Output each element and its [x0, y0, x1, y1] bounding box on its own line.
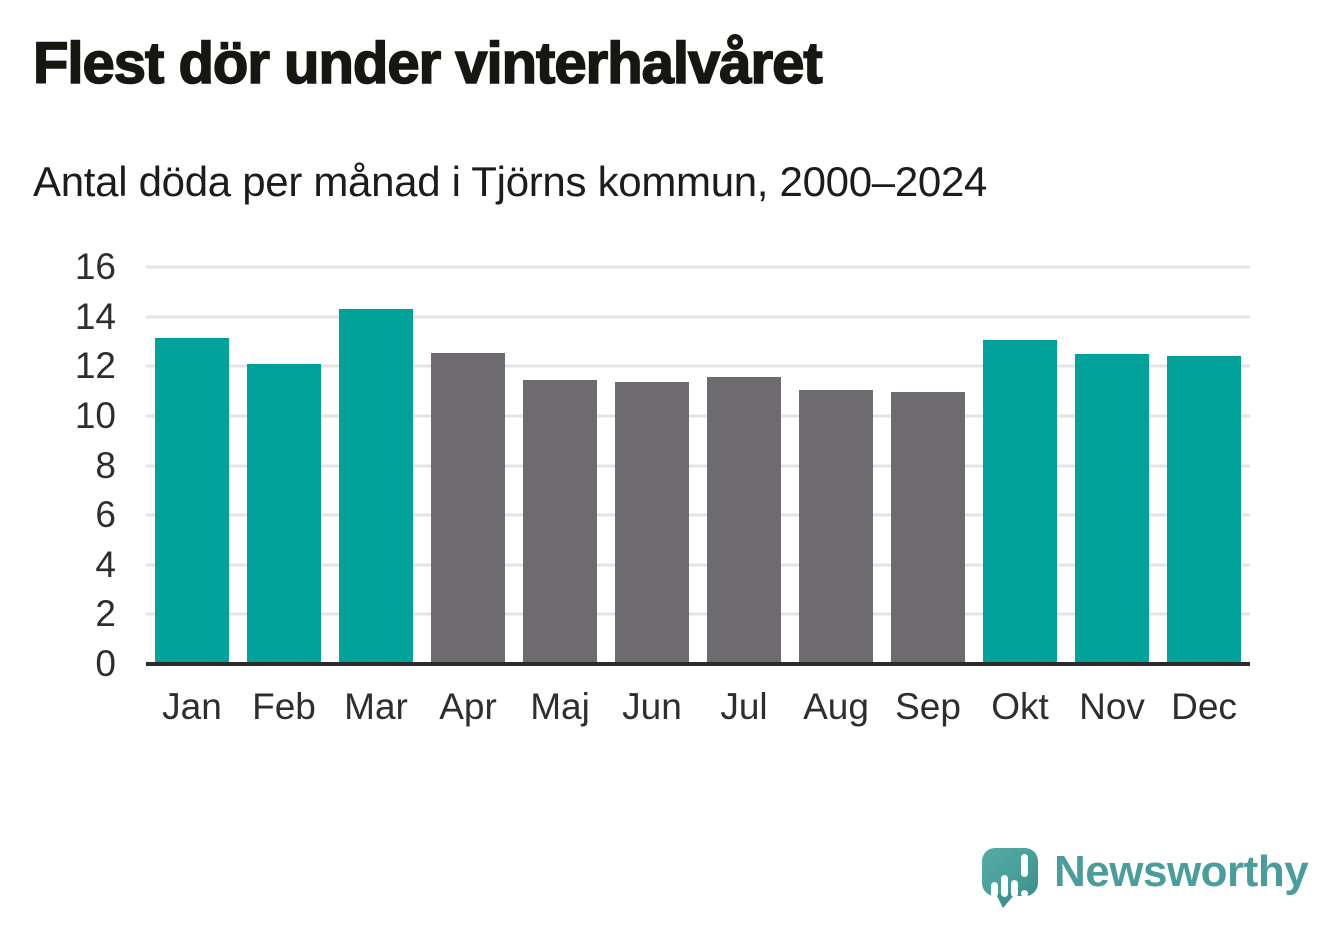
- bar-feb: [247, 363, 321, 664]
- bar-sep: [891, 392, 965, 664]
- x-axis-tick-labels: Jan Feb Mar Apr Maj Jun Jul Aug Sep Okt Nov Dec: [146, 686, 1250, 732]
- gridline-16: [146, 265, 1250, 269]
- gridline-4: [146, 563, 1250, 567]
- y-tick-label-4: 4: [95, 543, 116, 585]
- gridline-12: [146, 364, 1250, 368]
- bar-nov: [1075, 353, 1149, 664]
- x-tick-label-aug: Aug: [803, 686, 869, 727]
- bar-dec: [1167, 356, 1241, 664]
- chart-subtitle: Antal döda per månad i Tjörns kommun, 20…: [33, 158, 988, 205]
- x-tick-label-maj: Maj: [530, 686, 590, 727]
- bar-aug: [799, 389, 873, 664]
- logo-bar-icon: [991, 882, 998, 897]
- bar-jun: [615, 382, 689, 664]
- x-tick-label-sep: Sep: [895, 686, 961, 727]
- bar-apr: [431, 352, 505, 664]
- y-tick-label-8: 8: [95, 444, 116, 486]
- bar-jul: [707, 377, 781, 664]
- x-tick-label-nov: Nov: [1079, 686, 1145, 727]
- bar-jan: [155, 337, 229, 664]
- newsworthy-wordmark: Newsworthy: [1054, 847, 1309, 896]
- x-tick-label-apr: Apr: [439, 686, 497, 727]
- gridline-14: [146, 315, 1250, 319]
- bar-mar: [339, 309, 413, 664]
- x-axis-line: [146, 662, 1250, 666]
- chart-title: Flest dör under vinterhalvåret: [32, 30, 823, 97]
- y-axis-tick-labels: 0 2 4 6 8 10 12 14 16: [0, 246, 116, 684]
- gridline-10: [146, 414, 1250, 418]
- x-tick-label-feb: Feb: [252, 686, 316, 727]
- y-tick-label-6: 6: [95, 494, 116, 536]
- logo-exclamation-dot-icon: [1021, 890, 1028, 897]
- logo-bar-icon: [1011, 880, 1018, 897]
- y-tick-label-0: 0: [95, 643, 116, 684]
- gridline-2: [146, 612, 1250, 616]
- logo-bar-icon: [1001, 875, 1008, 897]
- bar-maj: [523, 379, 597, 664]
- gridline-6: [146, 513, 1250, 517]
- y-tick-label-16: 16: [74, 246, 116, 287]
- x-tick-label-jun: Jun: [622, 686, 682, 727]
- bar-chart-plot-area: [146, 265, 1250, 666]
- logo-exclamation-icon: [1021, 854, 1028, 877]
- x-tick-label-jul: Jul: [720, 686, 768, 727]
- y-tick-label-2: 2: [95, 593, 116, 635]
- x-tick-label-okt: Okt: [991, 686, 1049, 727]
- y-tick-label-12: 12: [74, 345, 116, 387]
- x-tick-label-jan: Jan: [162, 686, 222, 727]
- x-tick-label-mar: Mar: [344, 686, 408, 727]
- newsworthy-logo: Newsworthy: [982, 846, 1309, 908]
- speech-bubble-tail: [996, 894, 1015, 908]
- gridline-8: [146, 464, 1250, 467]
- y-tick-label-10: 10: [74, 394, 116, 436]
- bar-okt: [983, 340, 1057, 664]
- newsworthy-logo-icon: [982, 846, 1038, 908]
- y-tick-label-14: 14: [74, 295, 116, 337]
- x-tick-label-dec: Dec: [1171, 686, 1237, 727]
